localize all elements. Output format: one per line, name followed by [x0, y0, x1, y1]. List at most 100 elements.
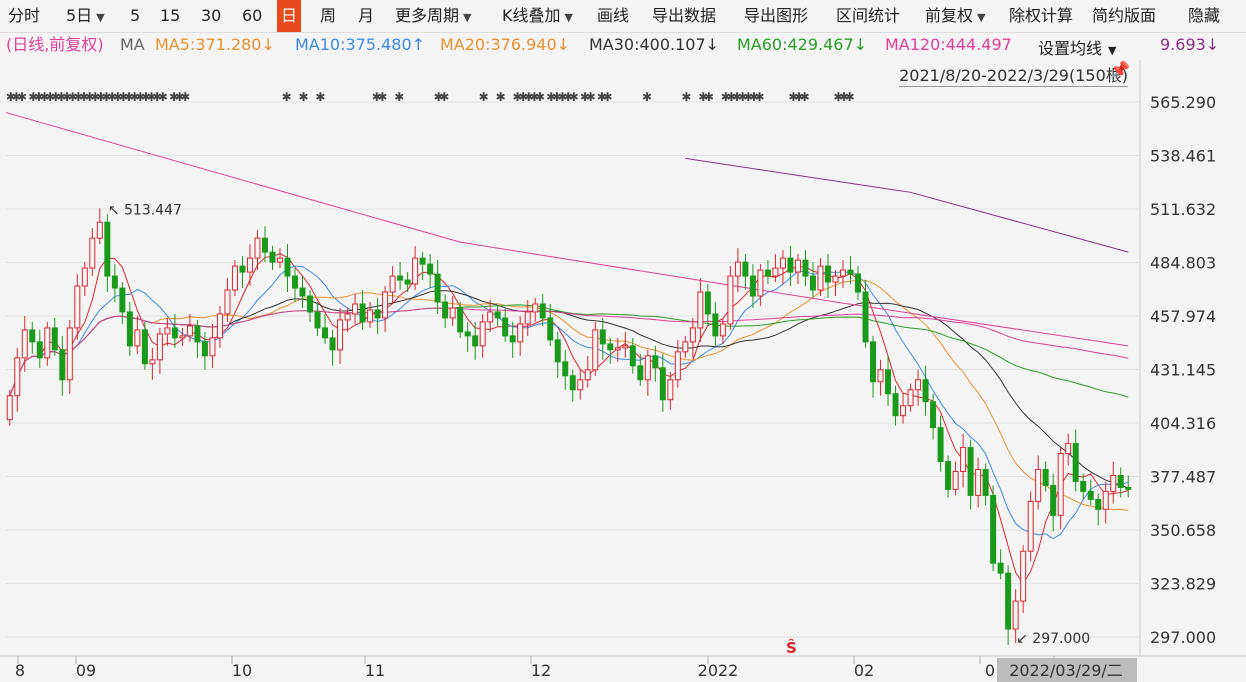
event-marker: ✱ [315, 90, 325, 104]
candle-body [186, 325, 193, 337]
chevron-down-icon[interactable]: ▼ [96, 11, 105, 24]
event-marker: ✱ [394, 90, 404, 104]
candle-body [464, 331, 471, 337]
candle-body [292, 275, 299, 289]
candle-body [164, 327, 171, 335]
ma-legend: (日线,前复权) MA MA5:371.280↓ MA10:375.480↑ M… [0, 32, 1246, 58]
candle-body [599, 329, 606, 345]
candle-body [299, 287, 306, 297]
candle-body [382, 291, 389, 319]
candle-body [276, 257, 283, 263]
x-tick-label: 0 [985, 661, 995, 680]
event-marker: ✱ [721, 90, 731, 104]
event-marker: ✱ [6, 90, 16, 104]
kline-overlay-menu[interactable]: K线叠加 ▼ [502, 0, 573, 32]
candle-body [659, 367, 666, 401]
candle-body [21, 329, 28, 359]
ma250-value: 9.693↓ [1160, 35, 1220, 54]
event-marker: ✱ [642, 90, 652, 104]
candle-body [870, 341, 877, 383]
ex-rights-calc-button[interactable]: 除权计算 [1009, 6, 1074, 25]
candle-body [802, 259, 809, 277]
event-marker: ✱ [79, 90, 89, 104]
adjust-mode-menu[interactable]: 前复权 ▼ [925, 0, 985, 32]
event-marker: ✱ [34, 90, 44, 104]
more-periods-menu[interactable]: 更多周期 ▼ [395, 0, 471, 32]
event-marker: ✱ [496, 90, 506, 104]
event-marker: ✱ [800, 90, 810, 104]
tab-30min[interactable]: 30 [201, 6, 222, 25]
candle-body [930, 401, 937, 429]
candle-body [614, 347, 621, 351]
simple-layout-button[interactable]: 简约版面 [1092, 6, 1157, 25]
event-marker: ✱ [839, 90, 849, 104]
event-marker: ✱ [580, 90, 590, 104]
tab-15min[interactable]: 15 [160, 6, 181, 25]
ma120-line [9, 307, 1129, 396]
event-marker: ✱ [845, 90, 855, 104]
candle-body [479, 321, 486, 347]
candle-body [419, 257, 426, 265]
period-toolbar: 分时 5日 ▼ 5 15 30 60 日 周 月 更多周期 ▼ K线叠加 ▼ 画线 导… [0, 0, 1246, 33]
candles [6, 208, 1132, 645]
event-marker: ✱ [569, 90, 579, 104]
hide-button[interactable]: 隐藏 [1188, 6, 1221, 25]
tab-daily[interactable]: 日 [277, 0, 302, 32]
chevron-down-icon: ▼ [1108, 44, 1117, 57]
tab-monthly[interactable]: 月 [358, 6, 375, 25]
candle-body [757, 269, 764, 297]
event-marker: ✱ [529, 90, 539, 104]
candle-body [990, 494, 997, 564]
event-marker: ✱ [704, 90, 714, 104]
candle-body [727, 275, 734, 325]
candle-body [389, 275, 396, 293]
event-marker: ✱ [563, 90, 573, 104]
ma10-line [9, 265, 1129, 540]
candle-body [539, 303, 546, 319]
event-marker: ✱ [681, 90, 691, 104]
event-marker: ✱ [175, 90, 185, 104]
candle-body [554, 339, 561, 363]
x-tick-label: 02 [854, 661, 874, 680]
candle-body [231, 265, 238, 291]
export-data-button[interactable]: 导出数据 [652, 6, 717, 25]
export-chart-button[interactable]: 导出图形 [744, 6, 809, 25]
low-annotation: ↙ 297.000 [1016, 631, 1090, 647]
candle-body [1042, 468, 1049, 486]
candle-body [607, 343, 614, 351]
candle-body [749, 275, 756, 297]
tab-5day[interactable]: 5日 ▼ [66, 0, 105, 32]
range-stats-button[interactable]: 区间统计 [836, 6, 901, 25]
candle-body [201, 341, 208, 357]
candle-body [975, 468, 982, 496]
tab-weekly[interactable]: 周 [320, 6, 337, 25]
event-marker: ✱ [518, 90, 528, 104]
date-range-label: 2021/8/20-2022/3/29(150根) [899, 62, 1128, 87]
event-marker: ✱ [45, 90, 55, 104]
candle-body [772, 267, 779, 277]
event-marker: ✱ [147, 90, 157, 104]
candle-body [952, 470, 959, 490]
set-ma-button[interactable]: 设置均线 ▼ [1034, 35, 1121, 59]
event-marker: ✱ [755, 90, 765, 104]
candle-body [862, 291, 869, 343]
event-marker: ✱ [73, 90, 83, 104]
event-marker: ✱ [726, 90, 736, 104]
pin-icon[interactable]: 📌 [1110, 60, 1130, 79]
event-marker: ✱ [749, 90, 759, 104]
tab-60min[interactable]: 60 [242, 6, 263, 25]
chevron-down-icon: ▼ [977, 11, 986, 24]
candle-body [787, 257, 794, 273]
candle-body [1072, 443, 1079, 482]
event-marker: ✱ [17, 90, 27, 104]
crosshair-date-bg [997, 658, 1137, 682]
ma250-line [685, 157, 1129, 253]
ma5-value: MA5:371.280↓ [155, 35, 275, 54]
tab-intraday[interactable]: 分时 [8, 6, 41, 25]
y-tick-label: 511.632 [1150, 200, 1216, 219]
x-tick-label: 2022/03/29/二 [1009, 661, 1123, 680]
candle-body [1035, 468, 1042, 502]
y-axis: 565.290 538.461 511.632 484.803 457.974 431.1… [1150, 93, 1216, 647]
draw-line-button[interactable]: 画线 [597, 6, 630, 25]
tab-5min[interactable]: 5 [130, 6, 141, 25]
